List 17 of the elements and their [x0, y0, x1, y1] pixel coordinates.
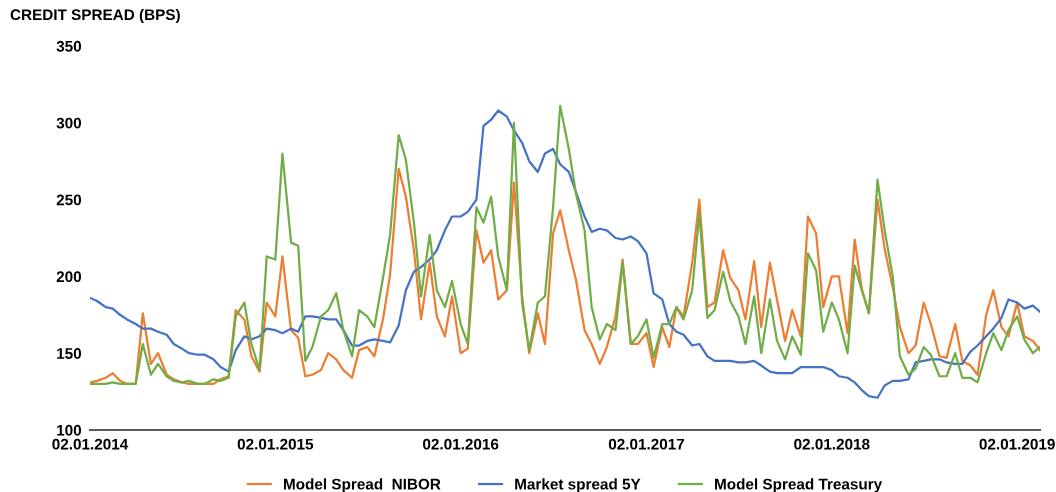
legend-label: Market spread 5Y	[515, 478, 641, 492]
legend-label: Model Spread Treasury	[715, 478, 883, 492]
y-tick-label: 300	[56, 117, 82, 129]
y-tick-label: 150	[57, 348, 82, 359]
y-tick-label: 350	[56, 40, 82, 52]
x-tick-label: 02.01.2016	[423, 438, 499, 450]
x-tick-label: 02.01.2018	[794, 438, 870, 450]
chart-title: CREDIT SPREAD (BPS)	[10, 8, 180, 24]
y-tick-label: 250	[56, 194, 82, 206]
x-tick-label: 02.01.2014	[52, 438, 129, 450]
legend-label: Model Spread NIBOR	[284, 478, 441, 492]
line-series	[90, 167, 1040, 386]
y-tick-label: 200	[56, 271, 82, 283]
y-tick-label: 100	[57, 424, 82, 436]
x-tick-label: 02.01.2017	[608, 438, 685, 450]
x-tick-label: 02.01.2019	[979, 438, 1055, 450]
x-tick-label: 02.01.2015	[237, 438, 314, 450]
